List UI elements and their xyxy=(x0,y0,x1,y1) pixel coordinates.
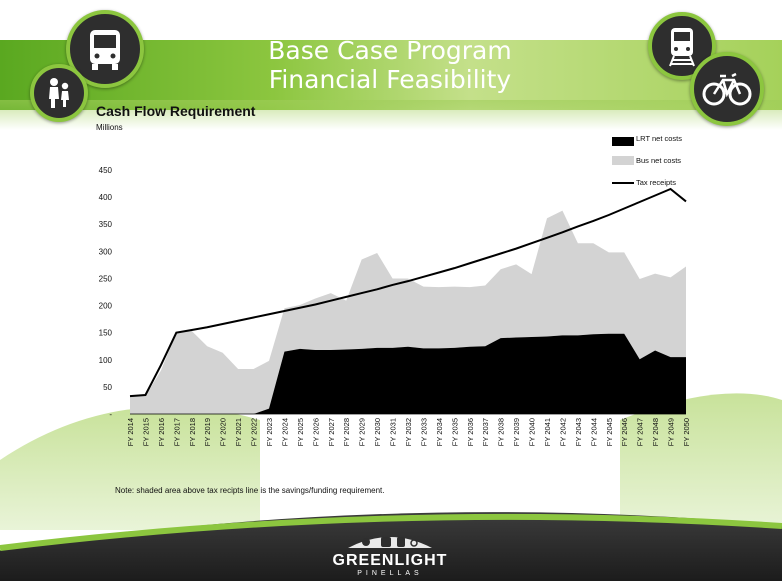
y-tick-label: 300 xyxy=(99,247,113,256)
greenlight-logo: GREENLIGHT PINELLAS xyxy=(330,530,450,580)
x-tick-label: FY 2034 xyxy=(435,418,444,446)
x-tick-label: FY 2049 xyxy=(667,418,676,446)
bicycle-icon xyxy=(690,52,764,126)
logo-mode-icons xyxy=(348,537,432,548)
chart-note: Note: shaded area above tax recipts line… xyxy=(115,486,385,495)
legend-swatch-lrt xyxy=(612,137,634,146)
logo-name: GREENLIGHT xyxy=(332,552,448,569)
x-tick-label: FY 2025 xyxy=(296,418,305,446)
x-tick-label: FY 2036 xyxy=(466,418,475,446)
x-tick-label: FY 2021 xyxy=(234,418,243,446)
x-tick-label: FY 2016 xyxy=(157,418,166,446)
x-tick-label: FY 2044 xyxy=(589,418,598,446)
x-tick-label: FY 2015 xyxy=(141,418,150,446)
x-tick-label: FY 2035 xyxy=(450,418,459,446)
x-tick-label: FY 2043 xyxy=(574,418,583,446)
x-tick-label: FY 2045 xyxy=(605,418,614,446)
y-tick-label: 400 xyxy=(99,193,113,202)
y-tick-label: 350 xyxy=(99,220,113,229)
series-lrt-area xyxy=(130,333,686,414)
x-tick-label: FY 2017 xyxy=(172,418,181,446)
x-tick-label: FY 2048 xyxy=(651,418,660,446)
x-tick-label: FY 2037 xyxy=(481,418,490,446)
y-tick-label: 250 xyxy=(99,274,113,283)
x-tick-label: FY 2022 xyxy=(250,418,259,446)
header-green-fade xyxy=(0,100,782,130)
bus-icon xyxy=(66,10,144,88)
x-tick-label: FY 2046 xyxy=(620,418,629,446)
x-tick-label: FY 2020 xyxy=(219,418,228,446)
series-tax-line xyxy=(129,187,687,398)
x-tick-label: FY 2014 xyxy=(126,418,135,446)
y-tick-label: 100 xyxy=(99,356,113,365)
chart-title: Cash Flow Requirement xyxy=(96,103,256,119)
legend-swatch-bus xyxy=(612,156,634,165)
x-tick-label: FY 2023 xyxy=(265,418,274,446)
y-tick-label: - xyxy=(109,410,112,419)
slide-title-line2: Financial Feasibility xyxy=(268,65,512,94)
x-tick-label: FY 2047 xyxy=(636,418,645,446)
logo-sub: PINELLAS xyxy=(357,570,423,577)
x-tick-label: FY 2027 xyxy=(327,418,336,446)
chart-subtitle: Millions xyxy=(96,123,123,132)
y-tick-label: 50 xyxy=(103,383,112,392)
y-tick-label: 450 xyxy=(99,166,113,175)
x-tick-label: FY 2028 xyxy=(342,418,351,446)
x-tick-label: FY 2042 xyxy=(558,418,567,446)
series-bus-area xyxy=(130,210,686,414)
slide-title: Base Case Program Financial Feasibility xyxy=(230,36,550,94)
x-tick-label: FY 2026 xyxy=(311,418,320,446)
legend-label-tax: Tax receipts xyxy=(636,178,677,187)
x-tick-label: FY 2029 xyxy=(358,418,367,446)
y-tick-label: 200 xyxy=(99,302,113,311)
x-tick-label: FY 2033 xyxy=(419,418,428,446)
x-tick-label: FY 2039 xyxy=(512,418,521,446)
train-icon xyxy=(648,12,716,80)
x-tick-label: FY 2030 xyxy=(373,418,382,446)
x-tick-label: FY 2032 xyxy=(404,418,413,446)
legend-swatch-tax xyxy=(612,182,634,184)
x-tick-label: FY 2018 xyxy=(188,418,197,446)
pedestrians-icon xyxy=(30,64,88,122)
legend-label-bus: Bus net costs xyxy=(636,156,682,165)
x-tick-label: FY 2019 xyxy=(203,418,212,446)
x-tick-label: FY 2040 xyxy=(528,418,537,446)
slide-title-line1: Base Case Program xyxy=(268,36,512,65)
x-tick-label: FY 2031 xyxy=(389,418,398,446)
x-tick-label: FY 2038 xyxy=(497,418,506,446)
x-tick-label: FY 2050 xyxy=(682,418,691,446)
footer-wave xyxy=(0,393,782,581)
legend-label-lrt: LRT net costs xyxy=(636,134,682,143)
x-tick-label: FY 2024 xyxy=(280,418,289,446)
x-tick-label: FY 2041 xyxy=(543,418,552,446)
y-tick-label: 150 xyxy=(99,329,113,338)
